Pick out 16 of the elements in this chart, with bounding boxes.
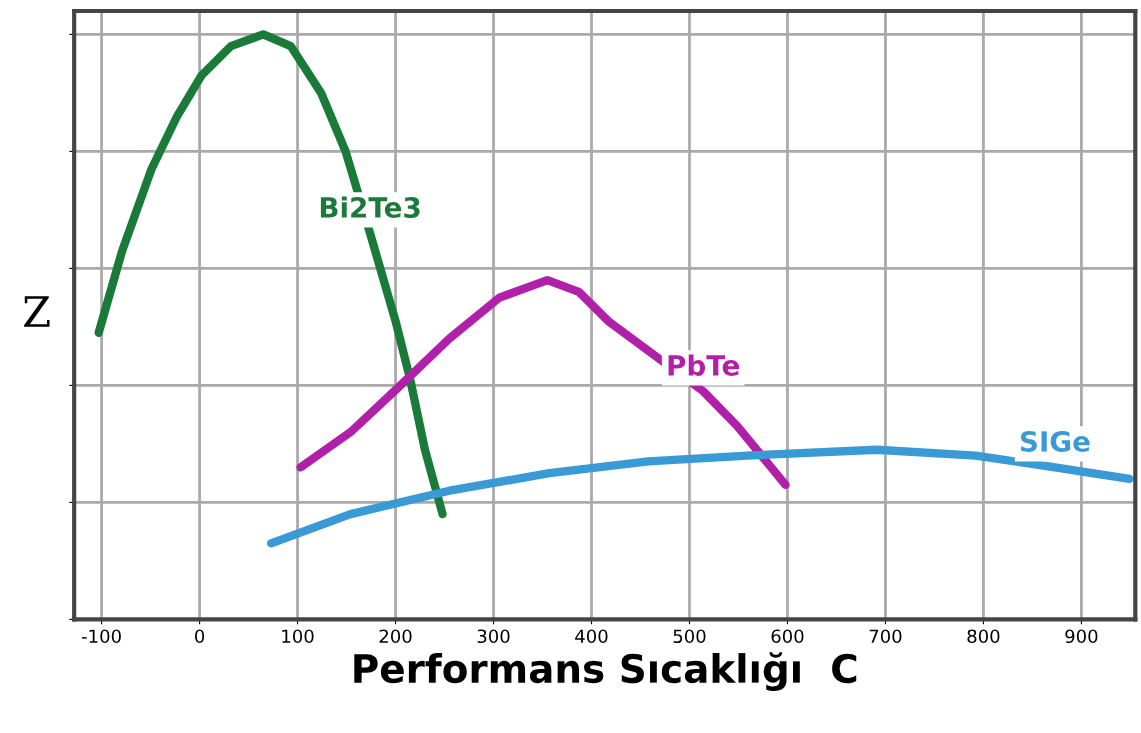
series-label: PbTe xyxy=(668,354,740,376)
x-tick-label: 800 xyxy=(967,629,1000,644)
x-tick-label: 900 xyxy=(1065,629,1098,644)
y-axis-title: Z xyxy=(24,296,50,327)
series-label: Bi2Te3 xyxy=(320,196,420,218)
x-tick-label: 500 xyxy=(673,629,706,644)
x-tick-label: 600 xyxy=(771,629,804,644)
x-tick-label: 0 xyxy=(195,629,205,644)
x-tick-label: 700 xyxy=(869,629,902,644)
x-tick-label: 400 xyxy=(575,629,608,644)
x-axis-title: Performans Sıcaklığı C xyxy=(354,652,857,692)
x-tick-label: 200 xyxy=(379,629,412,644)
x-tick-label: -100 xyxy=(81,629,121,644)
x-tick-label: 100 xyxy=(282,629,314,644)
series-label: SIGe xyxy=(1020,430,1090,452)
x-tick-label: 300 xyxy=(477,629,510,644)
